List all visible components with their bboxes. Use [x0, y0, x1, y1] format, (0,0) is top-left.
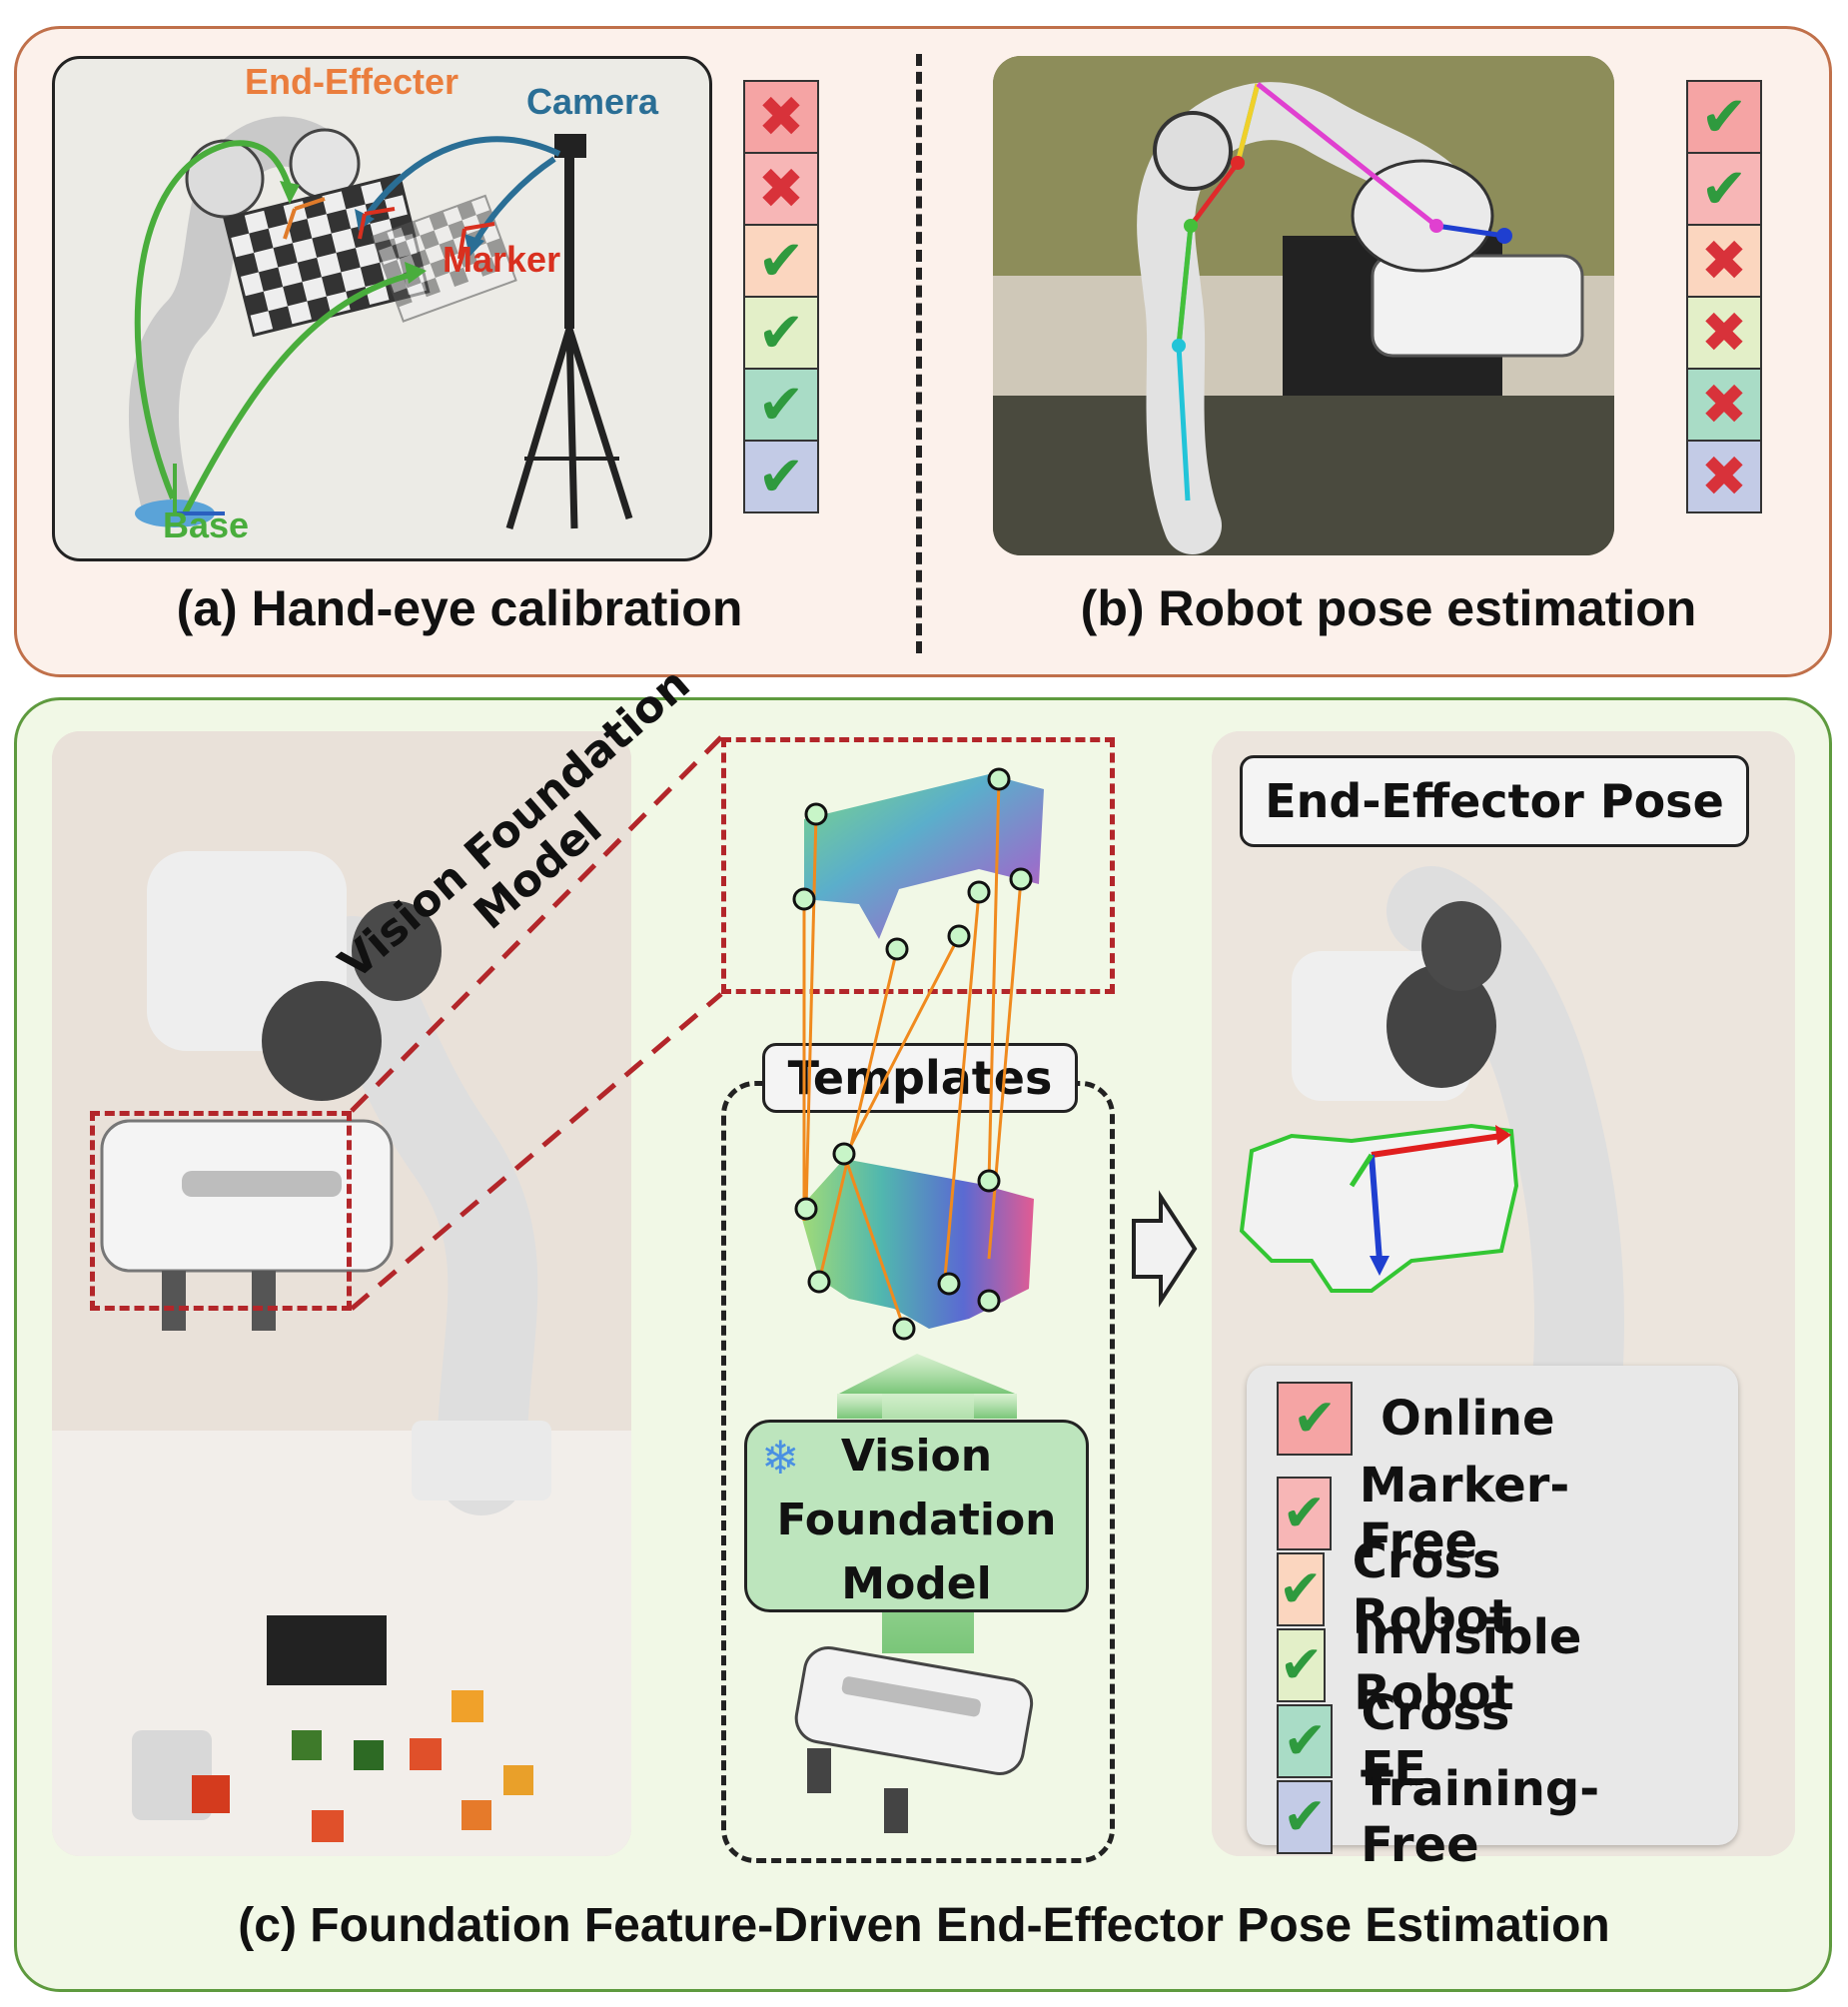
- templates-label: Templates: [762, 1043, 1078, 1113]
- cross-icon: ✖: [1700, 445, 1748, 507]
- cross-icon: ✖: [1700, 229, 1748, 292]
- vfm-line2: Foundation: [776, 1495, 1057, 1545]
- feature-label: Cross Robot: [1352, 1533, 1512, 1645]
- feature-row: ✔ Cross Robot: [1277, 1533, 1540, 1645]
- robot-pose-image: [993, 56, 1614, 555]
- hand-eye-check-column: ✖ ✖ ✔ ✔ ✔ ✔: [743, 80, 823, 513]
- check-cell: ✔: [1686, 80, 1762, 154]
- feature-label: Training-Free: [1361, 1761, 1600, 1873]
- base-label: Base: [163, 504, 250, 545]
- check-cell: ✔: [743, 296, 819, 370]
- cross-icon: ✖: [757, 157, 805, 220]
- check-icon: ✔: [1277, 1780, 1334, 1854]
- check-cell: ✖: [1686, 440, 1762, 513]
- check-cell: ✖: [1686, 224, 1762, 298]
- hand-eye-calibration-image: End-Effecter Camera Marker Base: [52, 56, 712, 561]
- check-icon: ✔: [757, 229, 805, 292]
- pose-estimation-check-column: ✔ ✔ ✖ ✖ ✖ ✖: [1686, 80, 1766, 513]
- panel-divider: [916, 54, 922, 653]
- cross-icon: ✖: [1700, 301, 1748, 364]
- check-icon: ✔: [1700, 157, 1748, 220]
- check-cell: ✖: [743, 80, 819, 154]
- feature-label: Cross EE: [1361, 1685, 1510, 1797]
- feature-row: ✔ Cross EE: [1277, 1685, 1529, 1797]
- end-effector-highlight-box: [90, 1111, 352, 1311]
- check-cell: ✖: [1686, 296, 1762, 370]
- caption-a: (a) Hand-eye calibration: [176, 580, 743, 636]
- cross-icon: ✖: [757, 85, 805, 148]
- check-icon: ✔: [1277, 1552, 1325, 1626]
- feature-row: ✔ Training-Free: [1277, 1761, 1619, 1873]
- check-icon: ✔: [1277, 1382, 1353, 1456]
- snowflake-icon: ❄: [761, 1432, 800, 1484]
- check-icon: ✔: [1277, 1628, 1327, 1702]
- features-legend: ✔ Online ✔ Marker-Free ✔ Cross Robot ✔ Invisibl…: [1247, 1366, 1738, 1873]
- caption-c: (c) Foundation Feature-Driven End-Effect…: [238, 1899, 1610, 1952]
- feature-crop-box: [721, 737, 1115, 994]
- check-cell: ✔: [743, 368, 819, 442]
- caption-b: (b) Robot pose estimation: [1080, 580, 1697, 636]
- check-icon: ✔: [1700, 85, 1748, 148]
- marker-label: Marker: [443, 239, 561, 280]
- check-icon: ✔: [1277, 1477, 1332, 1550]
- check-cell: ✔: [743, 224, 819, 298]
- check-icon: ✔: [757, 373, 805, 436]
- camera-label: Camera: [526, 81, 659, 122]
- feature-row: ✔ Invisible Robot: [1277, 1609, 1608, 1721]
- check-icon: ✔: [757, 445, 805, 507]
- feature-row: ✔ Marker-Free: [1277, 1458, 1591, 1569]
- hand-eye-scene: [129, 116, 633, 530]
- feature-row: ✔ Online: [1277, 1382, 1555, 1456]
- cross-icon: ✖: [1700, 373, 1748, 436]
- feature-label: Marker-Free: [1359, 1458, 1570, 1569]
- check-cell: ✔: [743, 440, 819, 513]
- check-cell: ✖: [1686, 368, 1762, 442]
- end-effecter-label: End-Effecter: [245, 61, 460, 102]
- vfm-encoder-box: ❄ Vision Foundation Model: [744, 1420, 1089, 1612]
- check-cell: ✔: [1686, 152, 1762, 226]
- feature-label: Invisible Robot: [1354, 1609, 1582, 1721]
- vfm-line1: Vision: [840, 1431, 993, 1482]
- check-cell: ✖: [743, 152, 819, 226]
- check-icon: ✔: [757, 301, 805, 364]
- check-icon: ✔: [1277, 1704, 1334, 1778]
- robot-pose-scene: [993, 56, 1614, 555]
- end-effector-pose-label: End-Effector Pose: [1240, 755, 1749, 847]
- robot-scene-photo: [52, 731, 631, 1856]
- vfm-line3: Model: [841, 1558, 992, 1609]
- feature-label: Online: [1381, 1391, 1555, 1447]
